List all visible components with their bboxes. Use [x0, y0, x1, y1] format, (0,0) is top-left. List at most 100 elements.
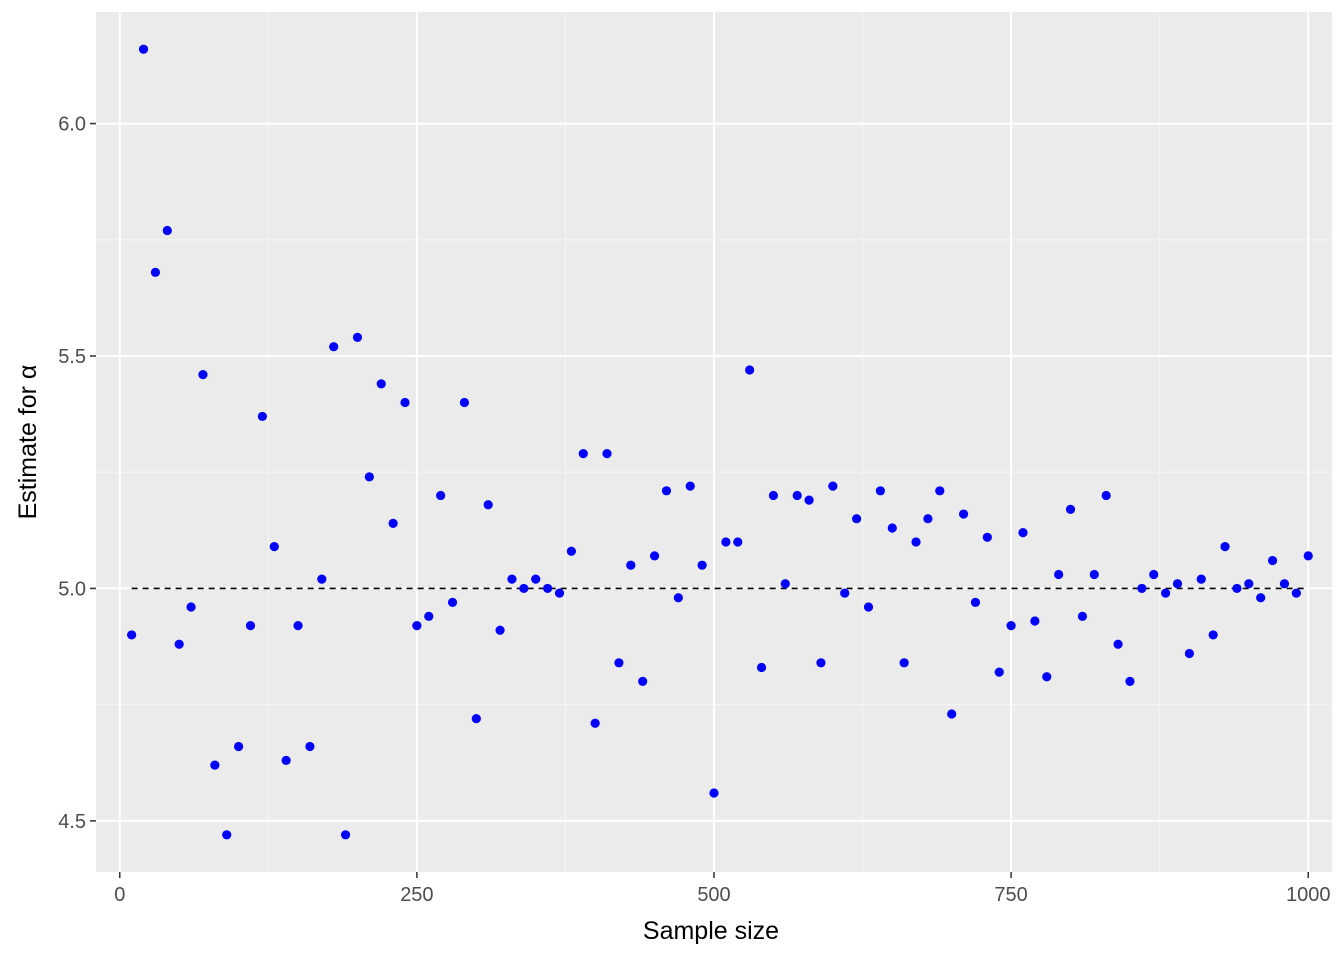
data-point: [1089, 569, 1099, 580]
data-point: [1172, 579, 1183, 589]
x-tick-label: 250: [400, 884, 433, 906]
data-point: [1256, 593, 1266, 603]
data-point: [459, 397, 470, 408]
data-point: [352, 332, 363, 343]
data-point: [875, 486, 885, 496]
data-point: [222, 830, 232, 840]
x-tick-label: 500: [697, 884, 730, 906]
data-point: [578, 449, 588, 459]
data-point: [816, 658, 826, 668]
data-point: [471, 713, 481, 724]
data-point: [792, 490, 802, 501]
data-point: [780, 579, 790, 589]
data-point: [1030, 616, 1040, 626]
data-point: [257, 411, 267, 422]
data-point: [1196, 574, 1206, 584]
data-point: [1018, 528, 1028, 538]
data-point: [852, 514, 862, 524]
data-point: [340, 830, 351, 840]
data-point: [958, 509, 969, 519]
data-point: [923, 514, 933, 524]
data-point: [638, 676, 648, 687]
data-point: [138, 44, 149, 54]
data-point: [305, 741, 315, 752]
data-point: [1065, 504, 1076, 515]
x-tick-label: 750: [994, 884, 1027, 906]
data-point: [150, 267, 161, 277]
data-point: [661, 486, 672, 496]
data-point: [887, 523, 897, 533]
y-tick-label: 4.5: [58, 811, 86, 833]
data-points: [127, 44, 1313, 840]
data-point: [483, 500, 493, 510]
data-point: [543, 583, 553, 594]
data-point: [673, 593, 683, 603]
x-axis: 0 250 500 750 1000: [114, 872, 1330, 906]
data-point: [614, 658, 624, 668]
data-point: [721, 537, 731, 547]
data-point: [531, 574, 541, 584]
data-point: [590, 718, 600, 728]
data-point: [863, 602, 874, 612]
data-point: [982, 532, 992, 542]
data-point: [447, 597, 458, 607]
data-point: [1101, 490, 1111, 501]
data-point: [1125, 676, 1135, 687]
data-point: [733, 537, 743, 547]
data-point: [899, 658, 909, 668]
data-point: [245, 621, 256, 631]
data-point: [970, 597, 981, 607]
data-point: [947, 709, 957, 719]
data-point: [507, 574, 517, 584]
data-point: [840, 588, 850, 598]
y-axis-title: Estimate for α: [14, 365, 42, 520]
data-point: [602, 449, 612, 459]
data-point: [495, 625, 505, 635]
data-point: [911, 537, 921, 547]
data-point: [828, 481, 838, 491]
data-point: [436, 490, 446, 501]
data-point: [1220, 541, 1230, 552]
data-point: [1244, 579, 1254, 589]
data-point: [1232, 583, 1242, 594]
data-point: [1208, 630, 1218, 640]
data-point: [174, 639, 184, 649]
data-point: [649, 551, 660, 561]
data-point: [1279, 579, 1290, 589]
data-point: [685, 481, 695, 491]
data-point: [994, 667, 1004, 677]
data-point: [1077, 611, 1088, 621]
data-point: [186, 602, 196, 612]
data-point: [1303, 551, 1313, 561]
data-point: [412, 621, 422, 631]
data-point: [519, 583, 529, 594]
data-point: [745, 365, 755, 375]
data-point: [566, 546, 576, 556]
data-point: [364, 472, 374, 482]
data-point: [697, 560, 707, 570]
data-point: [317, 574, 327, 584]
data-point: [198, 369, 208, 380]
y-tick-label: 5.0: [58, 578, 86, 600]
data-point: [1149, 569, 1159, 580]
x-axis-title: Sample size: [643, 917, 779, 945]
data-point: [1267, 555, 1278, 566]
data-point: [1042, 672, 1052, 682]
x-tick-label: 0: [114, 884, 125, 906]
y-tick-label: 6.0: [58, 114, 86, 136]
data-point: [1291, 588, 1301, 598]
data-point: [388, 518, 398, 528]
data-point: [210, 760, 220, 770]
data-point: [554, 588, 565, 598]
data-point: [329, 342, 339, 352]
major-gridlines: [96, 12, 1332, 872]
data-point: [400, 397, 410, 408]
data-point: [376, 379, 386, 389]
data-point: [626, 560, 636, 570]
data-point: [281, 755, 291, 766]
data-point: [1137, 583, 1147, 594]
y-tick-label: 5.5: [58, 346, 86, 368]
data-point: [424, 611, 434, 621]
data-point: [804, 495, 814, 505]
